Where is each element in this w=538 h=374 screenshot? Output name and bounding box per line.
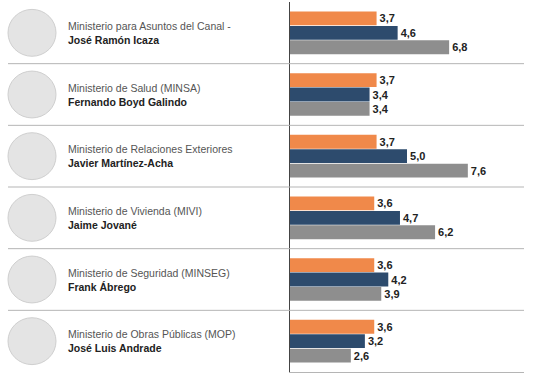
svg-text:6,2: 6,2 [438,226,453,238]
svg-text:3,7: 3,7 [380,12,395,24]
svg-text:3,6: 3,6 [377,321,392,333]
svg-text:3,4: 3,4 [373,89,389,101]
svg-text:4,2: 4,2 [391,274,406,286]
svg-text:Ministerio de Vivienda (MIVI)J: Ministerio de Vivienda (MIVI)Jaime Jovan… [68,205,202,231]
svg-text:6,8: 6,8 [452,41,467,53]
svg-text:3,7: 3,7 [380,74,395,86]
svg-text:Ministerio para Asuntos del Ca: Ministerio para Asuntos del Canal -José … [68,20,231,46]
svg-text:Ministerio de Relaciones Exter: Ministerio de Relaciones ExterioresJavie… [68,143,233,169]
svg-text:4,6: 4,6 [401,27,416,39]
svg-text:4,7: 4,7 [403,212,418,224]
svg-text:Ministerio de Seguridad (MINSE: Ministerio de Seguridad (MINSEG)Frank Áb… [68,267,230,293]
svg-text:Ministerio de Salud (MINSA)Fer: Ministerio de Salud (MINSA)Fernando Boyd… [68,82,200,108]
svg-text:3,9: 3,9 [384,288,399,300]
svg-text:2,6: 2,6 [354,350,369,362]
svg-text:3,7: 3,7 [380,136,395,148]
svg-text:3,2: 3,2 [368,335,383,347]
svg-text:5,0: 5,0 [410,150,425,162]
svg-text:3,6: 3,6 [377,197,392,209]
svg-text:3,4: 3,4 [373,103,389,115]
svg-text:7,6: 7,6 [471,165,486,177]
svg-text:3,6: 3,6 [377,259,392,271]
svg-text:Ministerio de Obras Públicas (: Ministerio de Obras Públicas (MOP)José L… [68,328,235,354]
